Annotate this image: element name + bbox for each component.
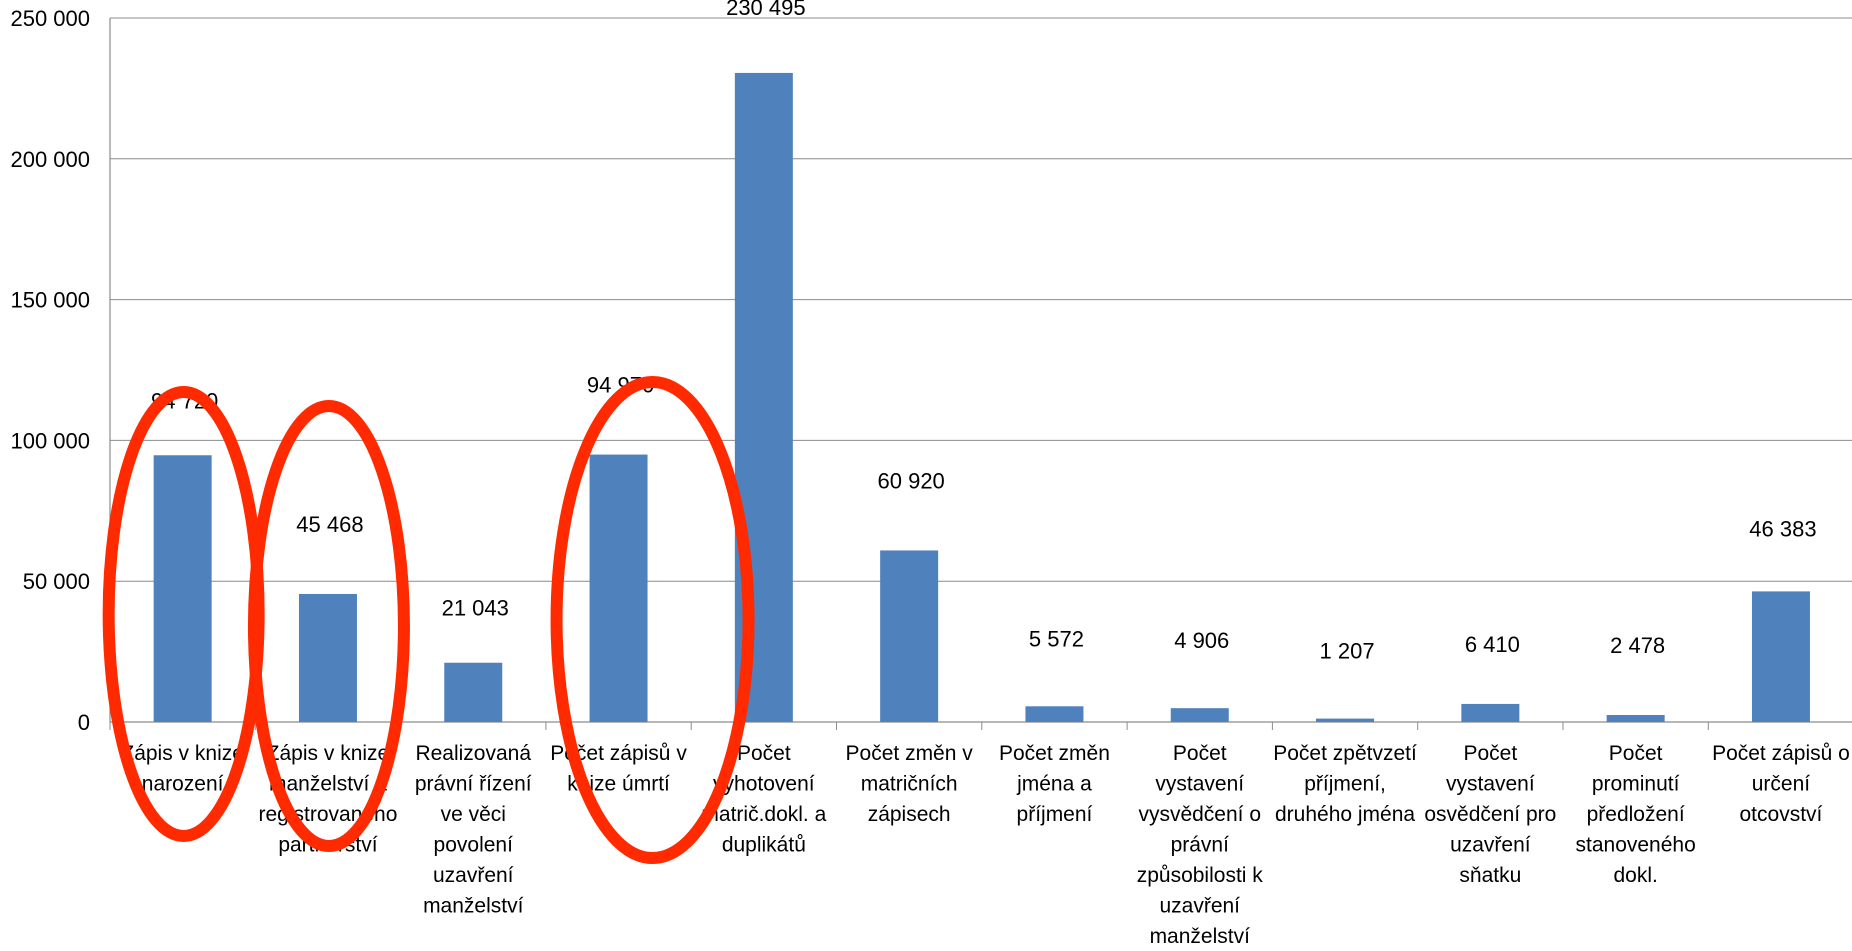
data-label: 4 906 bbox=[1174, 628, 1229, 653]
data-label: 5 572 bbox=[1029, 626, 1084, 651]
y-tick-label: 200 000 bbox=[10, 147, 90, 172]
highlight-ellipse bbox=[550, 376, 755, 864]
x-tick-label: Počet vystavení vysvědčení o právní způsobil… bbox=[1137, 742, 1264, 948]
highlight-ellipse bbox=[247, 400, 410, 852]
bar bbox=[880, 550, 939, 722]
bar bbox=[1025, 706, 1084, 722]
x-tick-label: Počet změn v matričních zápisech bbox=[846, 742, 974, 826]
data-label: 6 410 bbox=[1465, 632, 1520, 657]
y-tick-label: 0 bbox=[78, 710, 90, 735]
x-tick-label: Realizovaná právní řízení ve věci povolení u… bbox=[415, 742, 532, 918]
x-tick-label: Počet změn jména a příjmení bbox=[999, 742, 1110, 826]
data-label: 230 495 bbox=[726, 0, 806, 20]
data-label: 1 207 bbox=[1320, 639, 1375, 664]
data-label: 60 920 bbox=[878, 468, 945, 493]
y-tick-label: 100 000 bbox=[10, 428, 90, 453]
bar bbox=[298, 593, 357, 722]
y-tick-label: 50 000 bbox=[23, 569, 90, 594]
x-tick-label: Počet vyhotovení matrič.dokl. a duplikátů bbox=[701, 742, 826, 857]
data-label: 2 478 bbox=[1610, 633, 1665, 658]
x-tick-label: Zápis v knize narození bbox=[121, 742, 244, 796]
bar bbox=[589, 454, 648, 722]
bar bbox=[1606, 715, 1665, 722]
y-tick-label: 250 000 bbox=[10, 6, 90, 31]
bar bbox=[153, 455, 212, 722]
x-tick-label: Počet zpětvzetí příjmení, druhého jména bbox=[1273, 742, 1417, 826]
bar bbox=[1170, 708, 1229, 722]
x-tick-label: Počet prominutí předložení stanoveného dokl. bbox=[1576, 742, 1696, 887]
data-label: 21 043 bbox=[442, 596, 509, 621]
bar bbox=[1461, 703, 1520, 722]
data-label: 46 383 bbox=[1749, 516, 1816, 541]
x-tick-label: Počet zápisů o určení otcovství bbox=[1712, 742, 1850, 826]
bar bbox=[444, 662, 503, 722]
x-tick-label: Počet vystavení osvědčení pro uzavření sňatk… bbox=[1424, 742, 1556, 887]
x-tick-label: Počet zápisů v knize úmrtí bbox=[550, 742, 687, 796]
bar bbox=[1751, 591, 1810, 722]
y-tick-label: 150 000 bbox=[10, 288, 90, 313]
bar bbox=[1316, 718, 1375, 722]
data-label: 45 468 bbox=[296, 512, 363, 537]
